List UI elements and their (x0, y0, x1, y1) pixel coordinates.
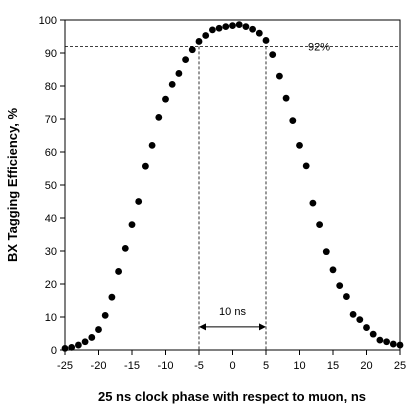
data-point (168, 80, 176, 88)
data-point (128, 221, 136, 229)
y-tick-label: 40 (45, 213, 57, 225)
data-point (115, 268, 122, 275)
data-point (282, 94, 290, 102)
x-tick-label: -20 (91, 360, 107, 372)
data-point (242, 23, 250, 30)
annotations-layer: 92% 10 ns (65, 41, 400, 350)
data-point (101, 311, 109, 319)
x-tick-label: -25 (57, 360, 73, 372)
data-point (229, 22, 236, 30)
data-point (316, 221, 323, 229)
data-point (81, 338, 89, 346)
data-point (75, 341, 82, 349)
data-points-layer (61, 21, 404, 352)
data-point (148, 142, 156, 149)
x-axis-title: 25 ns clock phase with respect to muon, … (98, 389, 366, 404)
threshold-label: 92% (308, 41, 330, 53)
data-point (95, 326, 102, 333)
data-point (142, 162, 149, 170)
data-point (61, 344, 69, 352)
y-axis-title: BX Tagging Efficiency, % (5, 108, 20, 263)
y-tick-label: 50 (45, 180, 57, 192)
window-arrow-left-head (199, 323, 206, 331)
data-point (215, 24, 223, 32)
data-point (175, 70, 183, 77)
y-tick-label: 70 (45, 114, 57, 126)
data-point (356, 316, 364, 324)
data-point (108, 293, 116, 301)
data-point (195, 38, 203, 45)
data-point (336, 282, 344, 290)
data-point (396, 341, 404, 349)
data-point (309, 199, 317, 207)
data-point (269, 51, 277, 59)
x-tick-label: -10 (158, 360, 174, 372)
data-point (121, 244, 129, 252)
data-point (383, 338, 390, 346)
y-tick-label: 60 (45, 147, 57, 159)
data-point (188, 46, 196, 54)
data-point (182, 56, 190, 63)
x-tick-label: 20 (360, 360, 372, 372)
data-point (289, 117, 297, 125)
data-point (162, 95, 169, 103)
x-tick-label: 25 (394, 360, 406, 372)
data-point (155, 113, 163, 121)
data-point (389, 340, 397, 348)
data-point (222, 23, 230, 30)
data-point (255, 29, 263, 37)
y-tick-label: 100 (39, 15, 57, 27)
data-point (202, 32, 210, 39)
data-point (135, 198, 143, 205)
data-point (262, 37, 270, 44)
data-point (296, 142, 303, 149)
x-tick-label: 5 (263, 360, 269, 372)
data-point (322, 248, 330, 256)
y-tick-label: 20 (45, 279, 57, 291)
ticks-layer: -25 -20 -15 -10 -5 0 5 10 15 20 25 0 10 20 30 40 50 60 70 8… (39, 15, 406, 372)
data-point (376, 336, 384, 344)
data-point (363, 324, 370, 331)
x-tick-label: -15 (124, 360, 140, 372)
y-tick-label: 0 (51, 345, 57, 357)
plot-area (64, 19, 401, 351)
x-tick-label: 10 (293, 360, 305, 372)
data-point (302, 162, 310, 170)
data-point (343, 293, 350, 300)
x-tick-label: -5 (194, 360, 204, 372)
window-arrow-right-head (259, 323, 266, 331)
x-tick-label: 0 (229, 360, 235, 372)
y-tick-label: 30 (45, 246, 57, 258)
data-point (329, 266, 337, 274)
y-tick-label: 80 (45, 81, 57, 93)
y-tick-label: 90 (45, 48, 57, 60)
data-point (249, 25, 256, 33)
data-point (349, 310, 357, 318)
data-point (276, 72, 283, 80)
data-point (235, 21, 243, 29)
data-point (209, 26, 216, 34)
x-tick-label: 15 (327, 360, 339, 372)
window-label: 10 ns (219, 306, 246, 318)
data-point (88, 334, 96, 341)
data-point (369, 330, 377, 338)
data-point (68, 343, 76, 351)
y-tick-label: 10 (45, 312, 57, 324)
